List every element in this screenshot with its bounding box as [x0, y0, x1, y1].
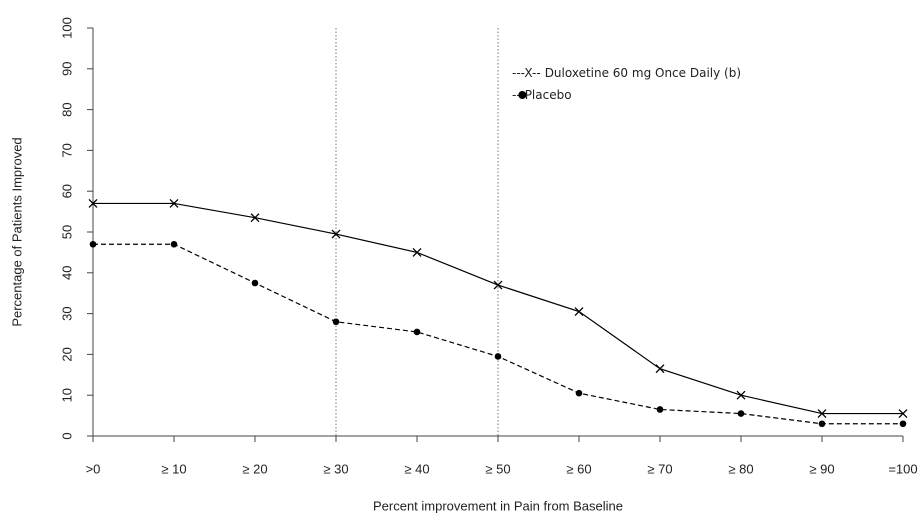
x-tick-label: ≥ 20: [242, 461, 267, 476]
x-tick-label: ≥ 30: [323, 461, 348, 476]
y-tick-label: 20: [59, 347, 74, 361]
point-marker: [898, 409, 908, 419]
point-marker: [413, 328, 421, 336]
x-axis-label: Percent improvement in Pain from Baselin…: [373, 498, 623, 513]
legend-name: Placebo: [525, 88, 572, 102]
marker-stroke: [655, 364, 665, 374]
legend-label: ---X-- Duloxetine 60 mg Once Daily (b): [512, 66, 741, 80]
marker-stroke: [898, 409, 908, 419]
point-marker: [88, 198, 98, 208]
y-tick-label: 0: [59, 432, 74, 439]
point-marker: [818, 420, 826, 428]
x-tick-label: ≥ 10: [161, 461, 186, 476]
point-marker: [251, 279, 259, 287]
x-tick-label: ≥ 40: [404, 461, 429, 476]
legend-marker: [518, 91, 527, 99]
x-tick-label: =100: [888, 461, 917, 476]
marker-stroke: [88, 198, 98, 208]
point-marker: [575, 389, 583, 397]
x-tick-label: ≥ 60: [566, 461, 591, 476]
marker-stroke: [331, 229, 341, 239]
legend-name: Duloxetine 60 mg Once Daily (b): [545, 66, 741, 80]
y-tick-label: 10: [59, 388, 74, 402]
point-marker: [494, 353, 502, 360]
y-axis-label: Percentage of Patients Improved: [9, 137, 24, 326]
point-marker: [737, 410, 745, 417]
point-marker: [574, 307, 584, 317]
y-tick-label: 30: [59, 306, 74, 320]
point-marker: [493, 280, 503, 290]
x-tick-label: ≥ 50: [485, 461, 510, 476]
y-tick-label: 100: [59, 17, 74, 39]
point-marker: [817, 409, 827, 419]
legend-prefix: ---X--: [512, 66, 541, 80]
point-marker: [736, 390, 746, 400]
y-tick-label: 60: [59, 184, 74, 198]
point-marker: [332, 318, 340, 326]
x-tick-label: >0: [86, 461, 101, 476]
point-marker: [169, 198, 179, 208]
x-tick-label: ≥ 70: [647, 461, 672, 476]
marker-stroke: [736, 390, 746, 400]
point-marker: [899, 420, 907, 428]
marker-stroke: [493, 280, 503, 290]
marker-stroke: [169, 198, 179, 208]
x-tick-label: ≥ 90: [809, 461, 834, 476]
y-tick-label: 40: [59, 266, 74, 280]
point-marker: [89, 240, 97, 248]
marker-stroke: [817, 409, 827, 419]
y-tick-label: 80: [59, 102, 74, 116]
point-marker: [170, 240, 178, 248]
x-tick-label: ≥ 80: [728, 461, 753, 476]
y-tick-label: 70: [59, 143, 74, 157]
point-marker: [250, 213, 260, 223]
point-marker: [331, 229, 341, 239]
marker-stroke: [412, 247, 422, 257]
marker-stroke: [574, 307, 584, 317]
marker-stroke: [250, 213, 260, 223]
point-marker: [655, 364, 665, 374]
y-tick-label: 90: [59, 62, 74, 76]
point-marker: [412, 247, 422, 257]
legend-prefix: -: [512, 88, 516, 102]
point-marker: [656, 406, 664, 413]
y-tick-label: 50: [59, 225, 74, 239]
